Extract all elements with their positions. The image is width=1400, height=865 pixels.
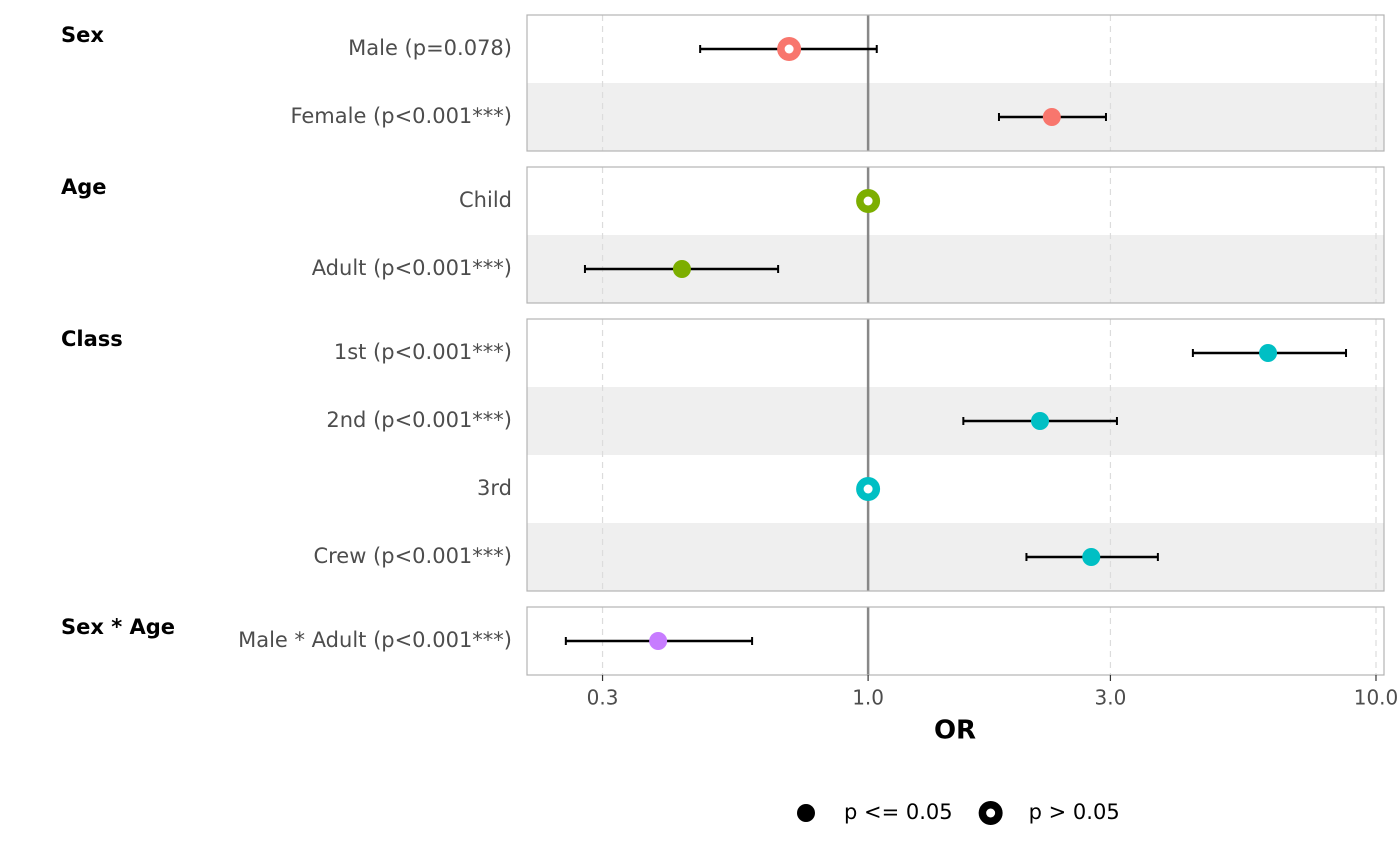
legend-label: p <= 0.05 — [844, 800, 953, 824]
row-label: Child — [459, 188, 512, 212]
group-label: Class — [61, 327, 123, 351]
panel-border — [526, 166, 1385, 304]
panel-border — [526, 318, 1385, 592]
row-band — [527, 523, 1384, 591]
row-label: 3rd — [477, 476, 512, 500]
row-band — [527, 387, 1384, 455]
point-hole — [863, 484, 873, 494]
point — [672, 260, 691, 278]
x-tick-label: 10.0 — [1354, 686, 1399, 710]
point-hole — [784, 44, 794, 54]
panel-border — [526, 14, 1385, 152]
group-label: Age — [61, 175, 107, 199]
group-label: Sex — [61, 23, 104, 47]
row-label: Female (p<0.001***) — [290, 104, 512, 128]
point — [1082, 548, 1101, 566]
point — [1042, 108, 1061, 126]
x-tick-label: 3.0 — [1095, 686, 1127, 710]
row-label: Male * Adult (p<0.001***) — [238, 628, 512, 652]
x-tick-label: 1.0 — [852, 686, 884, 710]
point — [1259, 344, 1278, 362]
row-label: Male (p=0.078) — [348, 36, 512, 60]
row-label: Crew (p<0.001***) — [313, 544, 512, 568]
row-label: Adult (p<0.001***) — [312, 256, 512, 280]
row-label: 1st (p<0.001***) — [334, 340, 512, 364]
legend-marker-hole — [986, 808, 996, 818]
legend-label: p > 0.05 — [1029, 800, 1120, 824]
x-tick-label: 0.3 — [587, 686, 619, 710]
group-label: Sex * Age — [61, 615, 175, 639]
point — [649, 632, 668, 650]
row-band — [527, 83, 1384, 151]
point — [1031, 412, 1050, 430]
panel-border — [526, 606, 1385, 676]
point-hole — [863, 196, 873, 206]
legend-marker — [797, 804, 815, 822]
row-label: 2nd (p<0.001***) — [326, 408, 512, 432]
x-axis-label: OR — [934, 716, 976, 746]
